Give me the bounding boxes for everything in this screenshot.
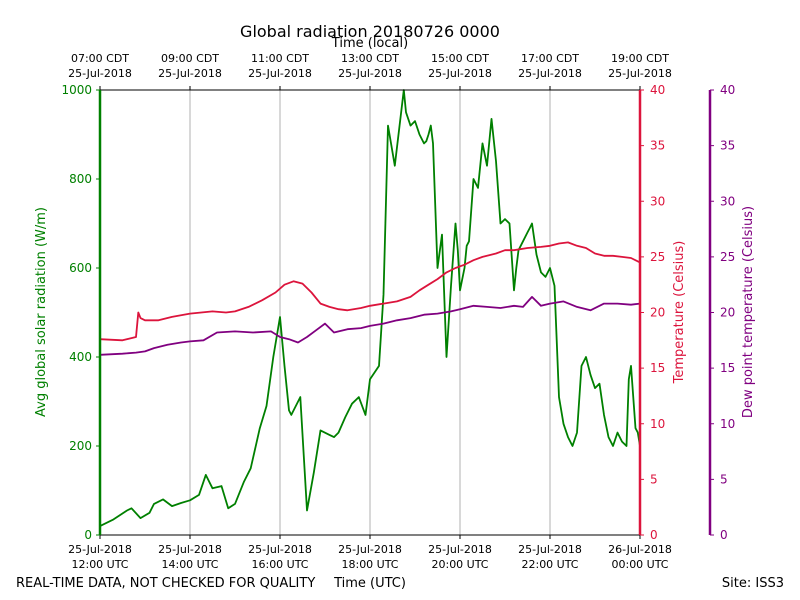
series-line-radiation <box>99 89 641 527</box>
temperature-tick-label: 15 <box>650 361 665 375</box>
top-tick-time: 11:00 CDT <box>251 52 309 65</box>
dewpoint-tick-label: 30 <box>720 194 735 208</box>
x-tick-date: 25-Jul-2018 <box>158 543 222 556</box>
top-tick-date: 25-Jul-2018 <box>248 67 312 80</box>
radiation-tick-label: 400 <box>69 350 92 364</box>
radiation-tick-label: 200 <box>69 439 92 453</box>
series-layer <box>99 89 641 527</box>
temperature-tick-label: 20 <box>650 306 665 320</box>
top-tick-date: 25-Jul-2018 <box>518 67 582 80</box>
dewpoint-tick-label: 20 <box>720 306 735 320</box>
top-tick-date: 25-Jul-2018 <box>158 67 222 80</box>
temperature-tick-label: 25 <box>650 250 665 264</box>
top-axis-label: Time (local) <box>331 36 408 51</box>
temperature-tick-label: 10 <box>650 417 665 431</box>
radiation-tick-label: 800 <box>69 172 92 186</box>
x-tick-time: 20:00 UTC <box>431 558 488 571</box>
top-tick-date: 25-Jul-2018 <box>428 67 492 80</box>
x-tick-date: 25-Jul-2018 <box>428 543 492 556</box>
radiation-axis-label: Avg global solar radiation (W/m) <box>34 207 49 417</box>
series-line-dewpoint <box>99 295 641 356</box>
x-tick-time: 18:00 UTC <box>341 558 398 571</box>
x-tick-time: 14:00 UTC <box>161 558 218 571</box>
dewpoint-tick-label: 10 <box>720 417 735 431</box>
top-tick-time: 17:00 CDT <box>521 52 579 65</box>
top-tick-date: 25-Jul-2018 <box>338 67 402 80</box>
radiation-tick-label: 600 <box>69 261 92 275</box>
temperature-tick-label: 35 <box>650 139 665 153</box>
dewpoint-axis-label: Dew point temperature (Celsius) <box>741 206 756 418</box>
axis-ticks: 25-Jul-2018 12:00 UTC 25-Jul-2018 14:00 UTC… <box>61 52 735 571</box>
dewpoint-tick-label: 0 <box>720 528 728 542</box>
x-tick-date: 25-Jul-2018 <box>338 543 402 556</box>
x-tick-date: 25-Jul-2018 <box>518 543 582 556</box>
x-tick-time: 00:00 UTC <box>611 558 668 571</box>
x-tick-date: 26-Jul-2018 <box>608 543 672 556</box>
vertical-gridlines <box>189 90 551 535</box>
top-tick-time: 09:00 CDT <box>161 52 219 65</box>
top-tick-date: 25-Jul-2018 <box>608 67 672 80</box>
x-axis-label: Time (UTC) <box>333 576 406 591</box>
dewpoint-tick-label: 35 <box>720 139 735 153</box>
top-tick-time: 07:00 CDT <box>71 52 129 65</box>
temperature-tick-label: 0 <box>650 528 658 542</box>
temperature-tick-label: 5 <box>650 472 658 486</box>
x-tick-date: 25-Jul-2018 <box>68 543 132 556</box>
temperature-tick-label: 30 <box>650 194 665 208</box>
top-tick-time: 19:00 CDT <box>611 52 669 65</box>
top-tick-date: 25-Jul-2018 <box>68 67 132 80</box>
x-tick-date: 25-Jul-2018 <box>248 543 312 556</box>
top-tick-time: 15:00 CDT <box>431 52 489 65</box>
dewpoint-tick-label: 5 <box>720 472 728 486</box>
dewpoint-tick-label: 25 <box>720 250 735 264</box>
x-tick-time: 12:00 UTC <box>71 558 128 571</box>
site-label: Site: ISS3 <box>722 576 784 591</box>
dewpoint-tick-label: 15 <box>720 361 735 375</box>
x-tick-time: 16:00 UTC <box>251 558 308 571</box>
x-tick-time: 22:00 UTC <box>521 558 578 571</box>
quality-disclaimer: REAL-TIME DATA, NOT CHECKED FOR QUALITY <box>16 576 315 591</box>
top-tick-time: 13:00 CDT <box>341 52 399 65</box>
radiation-tick-label: 0 <box>84 528 92 542</box>
series-line-temperature <box>99 241 641 342</box>
dewpoint-tick-label: 40 <box>720 83 735 97</box>
radiation-tick-label: 1000 <box>61 83 92 97</box>
temperature-tick-label: 40 <box>650 83 665 97</box>
temperature-axis-label: Temperature (Celsius) <box>672 241 687 385</box>
chart-title: Global radiation 20180726 0000 <box>240 22 500 41</box>
